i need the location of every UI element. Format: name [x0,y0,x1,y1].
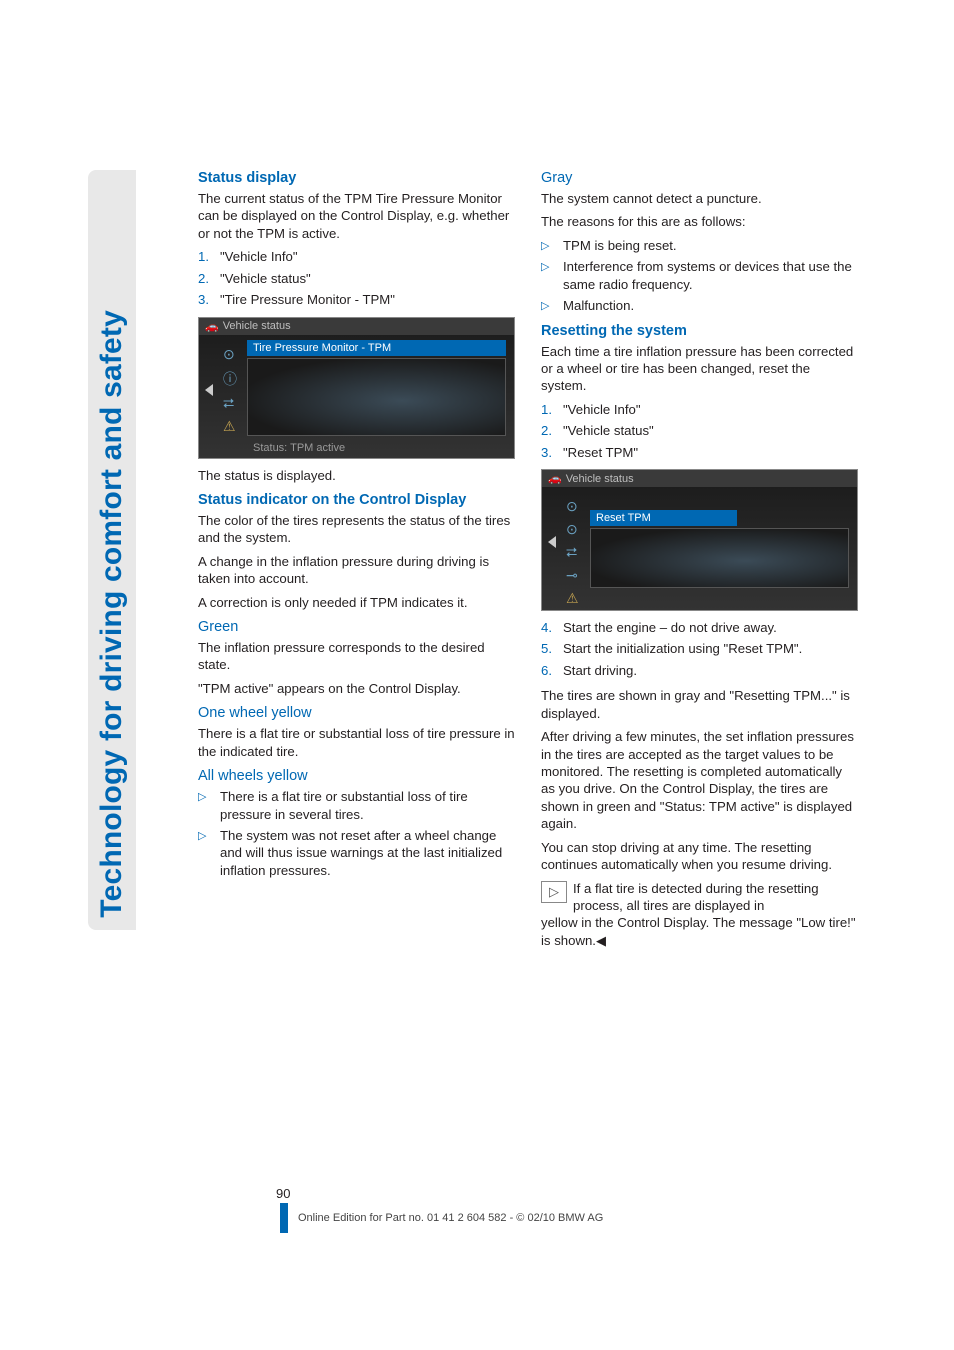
para: Each time a tire inflation pressure has … [541,343,858,395]
list-text: The system was not reset after a wheel c… [220,827,515,879]
para: A change in the inflation pressure durin… [198,553,515,588]
list-num: 1. [541,401,563,418]
list-num: 2. [541,422,563,439]
list-text: "Vehicle status" [220,270,311,287]
warning-icon: ⚠ [223,418,245,435]
warning-icon: ⚠ [566,590,588,607]
shot-status: Status: TPM active [247,442,506,454]
list-text: Start driving. [563,662,637,679]
para: "TPM active" appears on the Control Disp… [198,680,515,697]
bullet-icon: ▷ [541,297,563,314]
note-triangle-icon: ▷ [541,881,567,903]
para: You can stop driving at any time. The re… [541,839,858,874]
heading-resetting: Resetting the system [541,323,858,339]
numbered-list: 1."Vehicle Info" 2."Vehicle status" 3."R… [541,401,858,461]
list-num: 2. [198,270,220,287]
list-num: 4. [541,619,563,636]
list-num: 1. [198,248,220,265]
heading-green: Green [198,619,515,635]
list-text: "Vehicle Info" [563,401,641,418]
para: There is a flat tire or substantial loss… [198,725,515,760]
list-text: "Vehicle status" [563,422,654,439]
list-text: Interference from systems or devices tha… [563,258,858,293]
page-content: Status display The current status of the… [198,170,858,955]
service-icon: ⮂ [223,395,245,412]
list-text: There is a flat tire or substantial loss… [220,788,515,823]
footer-accent-bar [280,1203,288,1233]
bullet-icon: ▷ [198,788,220,823]
bullet-icon: ▷ [541,258,563,293]
heading-all-wheels: All wheels yellow [198,768,515,784]
heading-status-indicator: Status indicator on the Control Display [198,492,515,508]
para: The reasons for this are as follows: [541,213,858,230]
right-column: Gray The system cannot detect a puncture… [541,170,858,955]
para: The current status of the TPM Tire Press… [198,190,515,242]
info-icon: ⓘ [223,369,245,389]
numbered-list: 4.Start the engine – do not drive away. … [541,619,858,679]
note-block: ▷ If a flat tire is detected during the … [541,880,858,915]
car-graphic [590,528,849,588]
bullet-list: ▷TPM is being reset. ▷Interference from … [541,237,858,315]
para: After driving a few minutes, the set inf… [541,728,858,833]
car-icon: 🚗 [548,472,562,485]
note-rest: yellow in the Control Display. The messa… [541,914,858,949]
list-text: "Tire Pressure Monitor - TPM" [220,291,395,308]
screenshot-tpm-status: 🚗 Vehicle status ⊙ ⓘ ⮂ ⚠ Tire Pressure Mo… [198,317,515,459]
car-icon: 🚗 [205,320,219,333]
service-icon: ⮂ [566,544,588,561]
heading-status-display: Status display [198,170,515,186]
para: The tires are shown in gray and "Resetti… [541,687,858,722]
para: The inflation pressure corresponds to th… [198,639,515,674]
list-text: "Vehicle Info" [220,248,298,265]
nav-arrow-icon [548,536,556,548]
bullet-list: ▷There is a flat tire or substantial los… [198,788,515,879]
list-num: 6. [541,662,563,679]
list-num: 5. [541,640,563,657]
list-text: Start the initialization using "Reset TP… [563,640,802,657]
para: A correction is only needed if TPM indic… [198,594,515,611]
left-column: Status display The current status of the… [198,170,515,955]
shot-title: Vehicle status [223,320,291,332]
list-text: Start the engine – do not drive away. [563,619,777,636]
shot-highlight: Tire Pressure Monitor - TPM [247,340,506,356]
note-first-lines: If a flat tire is detected during the re… [573,880,858,915]
footer-text: Online Edition for Part no. 01 41 2 604 … [298,1212,603,1224]
shot-highlight: Reset TPM [590,510,737,526]
heading-gray: Gray [541,170,858,186]
shot-title: Vehicle status [566,473,634,485]
screenshot-reset-tpm: 🚗 Vehicle status ⊙ ⊙ ⮂ ⊸ ⚠ Reset TPM [541,469,858,611]
side-tab-label: Technology for driving comfort and safet… [95,310,129,918]
key-icon: ⊸ [566,567,588,584]
bullet-icon: ▷ [198,827,220,879]
nav-arrow-icon [205,384,213,396]
heading-one-wheel: One wheel yellow [198,705,515,721]
list-num: 3. [541,444,563,461]
tpm-icon: ⊙ [223,346,245,363]
list-text: "Reset TPM" [563,444,638,461]
reset-icon: ⊙ [566,521,588,538]
list-text: TPM is being reset. [563,237,677,254]
page-number: 90 [276,1186,858,1201]
list-num: 3. [198,291,220,308]
car-graphic [247,358,506,436]
para: The system cannot detect a puncture. [541,190,858,207]
numbered-list: 1."Vehicle Info" 2."Vehicle status" 3."T… [198,248,515,308]
bullet-icon: ▷ [541,237,563,254]
page-footer: 90 Online Edition for Part no. 01 41 2 6… [198,1186,858,1233]
para: The status is displayed. [198,467,515,484]
list-text: Malfunction. [563,297,634,314]
side-tab: Technology for driving comfort and safet… [88,170,136,930]
tpm-icon: ⊙ [566,498,588,515]
para: The color of the tires represents the st… [198,512,515,547]
